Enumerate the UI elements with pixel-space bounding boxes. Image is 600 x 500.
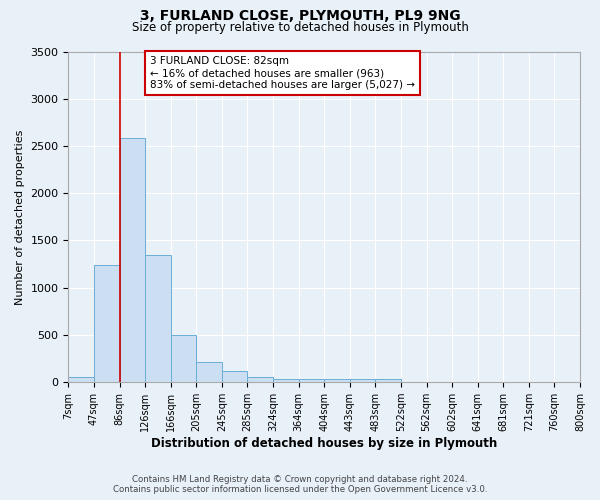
Bar bbox=[273, 379, 299, 382]
Bar bbox=[196, 362, 222, 382]
Bar bbox=[324, 379, 350, 382]
Bar bbox=[145, 254, 171, 382]
X-axis label: Distribution of detached houses by size in Plymouth: Distribution of detached houses by size … bbox=[151, 437, 497, 450]
Bar bbox=[350, 380, 376, 382]
Bar bbox=[222, 371, 247, 382]
Text: 3 FURLAND CLOSE: 82sqm
← 16% of detached houses are smaller (963)
83% of semi-de: 3 FURLAND CLOSE: 82sqm ← 16% of detached… bbox=[150, 56, 415, 90]
Bar bbox=[299, 380, 324, 382]
Text: Size of property relative to detached houses in Plymouth: Size of property relative to detached ho… bbox=[131, 21, 469, 34]
Bar bbox=[171, 335, 196, 382]
Text: Contains HM Land Registry data © Crown copyright and database right 2024.
Contai: Contains HM Land Registry data © Crown c… bbox=[113, 474, 487, 494]
Bar bbox=[376, 380, 401, 382]
Y-axis label: Number of detached properties: Number of detached properties bbox=[15, 129, 25, 304]
Text: 3, FURLAND CLOSE, PLYMOUTH, PL9 9NG: 3, FURLAND CLOSE, PLYMOUTH, PL9 9NG bbox=[140, 9, 460, 23]
Bar bbox=[68, 377, 94, 382]
Bar bbox=[247, 377, 273, 382]
Bar bbox=[94, 265, 119, 382]
Bar bbox=[119, 138, 145, 382]
